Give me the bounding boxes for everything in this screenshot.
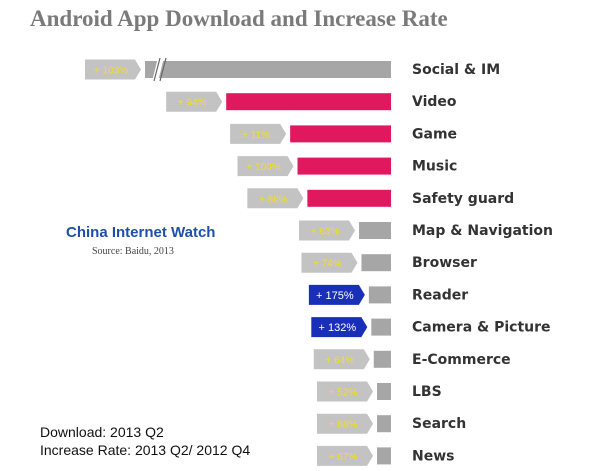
bar-8	[371, 318, 391, 336]
increase-label-box-3	[237, 156, 294, 177]
increase-label-box-11	[317, 413, 373, 434]
bar-7	[368, 286, 391, 304]
increase-label-3: + 100%	[246, 162, 280, 173]
increase-label-box-4	[247, 188, 304, 209]
axis-break-line-left	[153, 57, 161, 82]
increase-label-12: + 67%	[329, 452, 358, 463]
increase-label-box-8	[311, 317, 368, 338]
category-label-12: News	[412, 448, 454, 464]
increase-label-11: + 88%	[329, 420, 358, 431]
bar-10	[377, 383, 391, 400]
increase-period-note: Increase Rate: 2013 Q2/ 2012 Q4	[40, 442, 251, 458]
bar-4	[307, 189, 391, 207]
increase-label-5: + 63%	[311, 227, 340, 238]
category-label-3: Music	[412, 159, 457, 175]
category-label-9: E-Commerce	[412, 352, 511, 368]
bar-1	[226, 93, 391, 111]
increase-label-box-5	[299, 220, 356, 241]
category-label-1: Video	[412, 94, 457, 110]
increase-label-box-12	[317, 445, 373, 466]
bar-12	[377, 447, 391, 465]
category-label-0: Social & IM	[412, 62, 500, 78]
increase-label-box-6	[301, 252, 358, 273]
category-label-5: Map & Navigation	[412, 223, 553, 239]
category-label-4: Safety guard	[412, 191, 514, 207]
increase-label-box-0	[85, 59, 141, 80]
increase-label-2: + 11%	[242, 130, 270, 141]
download-period-note: Download: 2013 Q2	[40, 424, 164, 440]
category-label-11: Search	[412, 416, 466, 432]
bar-6	[361, 254, 391, 272]
bar-2	[290, 125, 391, 143]
category-label-2: Game	[412, 126, 457, 142]
bar-9	[373, 350, 391, 368]
category-label-6: Browser	[412, 255, 477, 271]
bar-0	[145, 61, 391, 78]
bar-5	[359, 222, 391, 239]
bar-3	[297, 157, 391, 175]
increase-label-box-2	[230, 123, 287, 144]
increase-label-0: + 103%	[94, 66, 128, 77]
increase-label-box-7	[308, 284, 365, 305]
chart-title: Android App Download and Increase Rate	[30, 6, 448, 31]
increase-label-1: + 94%	[178, 98, 207, 109]
increase-label-9: + 64%	[325, 355, 354, 366]
increase-label-6: + 74%	[313, 259, 342, 270]
source-note: Source: Baidu, 2013	[92, 246, 174, 257]
axis-break-line-right	[159, 57, 167, 82]
category-label-10: LBS	[412, 384, 442, 400]
increase-label-box-10	[317, 381, 373, 402]
bar-11	[377, 415, 391, 433]
brand-watermark: China Internet Watch	[66, 224, 216, 241]
increase-label-8: + 132%	[319, 322, 357, 334]
increase-label-10: + 52%	[329, 388, 358, 399]
increase-label-box-1	[166, 91, 223, 112]
increase-label-4: + 86%	[259, 194, 288, 205]
category-label-8: Camera & Picture	[412, 320, 551, 336]
category-label-7: Reader	[412, 287, 468, 303]
increase-label-7: + 175%	[316, 290, 354, 302]
increase-label-box-9	[313, 349, 370, 370]
